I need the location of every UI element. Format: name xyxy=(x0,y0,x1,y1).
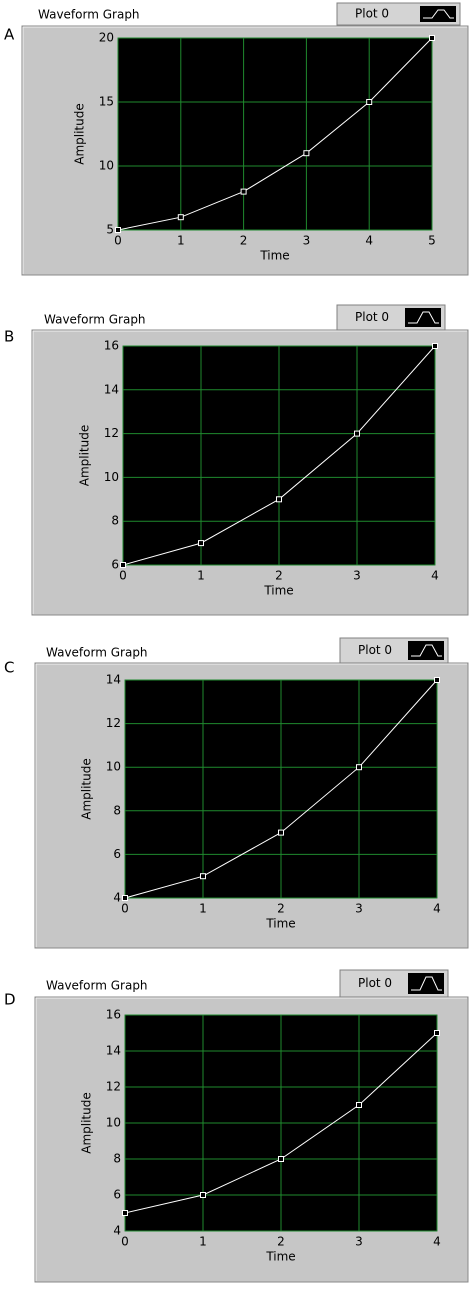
y-tick-label: 16 xyxy=(106,1008,121,1022)
x-tick-label: 2 xyxy=(277,1235,285,1249)
legend-icon xyxy=(420,6,456,22)
x-tick-label: 4 xyxy=(365,234,373,248)
option-letter: A xyxy=(4,26,15,44)
legend-label: Plot 0 xyxy=(355,310,389,324)
x-tick-label: 0 xyxy=(121,1235,129,1249)
legend-icon-line xyxy=(411,976,442,991)
data-point xyxy=(356,764,362,771)
x-tick-label: 2 xyxy=(277,902,285,916)
x-tick-label: 4 xyxy=(433,902,441,916)
y-tick-label: 16 xyxy=(104,339,119,353)
x-tick-label: 1 xyxy=(199,902,207,916)
y-tick-label: 10 xyxy=(104,470,119,484)
x-axis-label: Time xyxy=(259,249,289,263)
y-tick-label: 12 xyxy=(106,1080,121,1094)
x-tick-label: 5 xyxy=(428,234,436,248)
legend-icon-line xyxy=(408,311,439,324)
data-point xyxy=(354,430,360,437)
data-point xyxy=(240,188,247,195)
x-tick-label: 3 xyxy=(355,1235,363,1249)
data-point xyxy=(429,35,435,41)
legend-icon xyxy=(405,308,441,327)
legend-icon-line xyxy=(411,644,442,657)
x-tick-label: 4 xyxy=(431,569,439,583)
option-letter: B xyxy=(4,328,14,346)
y-tick-label: 14 xyxy=(104,382,119,396)
graph-title: Waveform Graph xyxy=(46,979,148,993)
y-tick-label: 4 xyxy=(113,1224,121,1238)
y-axis-label: Amplitude xyxy=(80,1092,94,1154)
y-tick-label: 6 xyxy=(111,558,119,572)
x-tick-label: 1 xyxy=(197,569,205,583)
plot-area xyxy=(117,37,433,231)
y-tick-label: 5 xyxy=(106,223,114,237)
x-tick-label: 2 xyxy=(275,569,283,583)
y-tick-label: 20 xyxy=(99,31,114,45)
y-tick-label: 8 xyxy=(113,803,121,817)
data-point xyxy=(432,343,438,349)
x-tick-label: 3 xyxy=(303,234,311,248)
x-tick-label: 4 xyxy=(433,1235,441,1249)
data-point xyxy=(276,496,282,503)
legend-label: Plot 0 xyxy=(358,976,392,990)
x-tick-label: 0 xyxy=(114,234,122,248)
y-tick-label: 12 xyxy=(104,426,119,440)
legend-icon xyxy=(408,973,444,994)
graph-title: Waveform Graph xyxy=(38,8,140,22)
x-tick-label: 3 xyxy=(355,902,363,916)
data-point xyxy=(177,214,184,221)
y-axis-label: Amplitude xyxy=(78,425,92,487)
data-point xyxy=(366,99,373,105)
x-tick-label: 0 xyxy=(121,902,129,916)
x-axis-label: Time xyxy=(265,1250,295,1264)
graph-title: Waveform Graph xyxy=(44,313,146,327)
x-tick-label: 3 xyxy=(353,569,361,583)
x-axis-label: Time xyxy=(265,917,295,931)
data-point xyxy=(122,1210,128,1216)
y-tick-label: 10 xyxy=(106,760,121,774)
y-tick-label: 15 xyxy=(99,95,114,109)
data-point xyxy=(120,562,126,568)
x-tick-label: 2 xyxy=(240,234,248,248)
data-point xyxy=(434,1030,440,1036)
x-tick-label: 0 xyxy=(119,569,127,583)
y-tick-label: 14 xyxy=(106,1044,121,1058)
legend-label: Plot 0 xyxy=(355,7,389,21)
option-letter: C xyxy=(4,659,14,677)
y-tick-label: 8 xyxy=(113,1152,121,1166)
y-tick-label: 6 xyxy=(113,847,121,861)
data-point xyxy=(303,150,310,157)
y-tick-label: 10 xyxy=(99,159,114,173)
graph-title: Waveform Graph xyxy=(46,646,148,660)
x-axis-label: Time xyxy=(263,584,293,598)
data-point xyxy=(278,829,284,836)
y-tick-label: 10 xyxy=(106,1116,121,1130)
legend-icon xyxy=(408,641,444,660)
y-axis-label: Amplitude xyxy=(73,103,87,165)
y-tick-label: 14 xyxy=(106,673,121,687)
data-point xyxy=(122,895,128,901)
data-point xyxy=(200,1192,206,1198)
y-tick-label: 8 xyxy=(111,514,119,528)
y-tick-label: 6 xyxy=(113,1188,121,1202)
data-point xyxy=(115,227,121,233)
data-line xyxy=(117,37,433,231)
data-point xyxy=(278,1156,284,1162)
option-letter: D xyxy=(4,991,16,1009)
data-point xyxy=(434,677,440,683)
x-tick-label: 1 xyxy=(177,234,185,248)
data-point xyxy=(198,540,204,547)
data-point xyxy=(356,1102,362,1108)
data-point xyxy=(200,873,206,880)
y-axis-label: Amplitude xyxy=(80,758,94,820)
y-tick-label: 12 xyxy=(106,716,121,730)
legend-label: Plot 0 xyxy=(358,643,392,657)
y-tick-label: 4 xyxy=(113,891,121,905)
legend-icon-line xyxy=(423,9,454,19)
x-tick-label: 1 xyxy=(199,1235,207,1249)
